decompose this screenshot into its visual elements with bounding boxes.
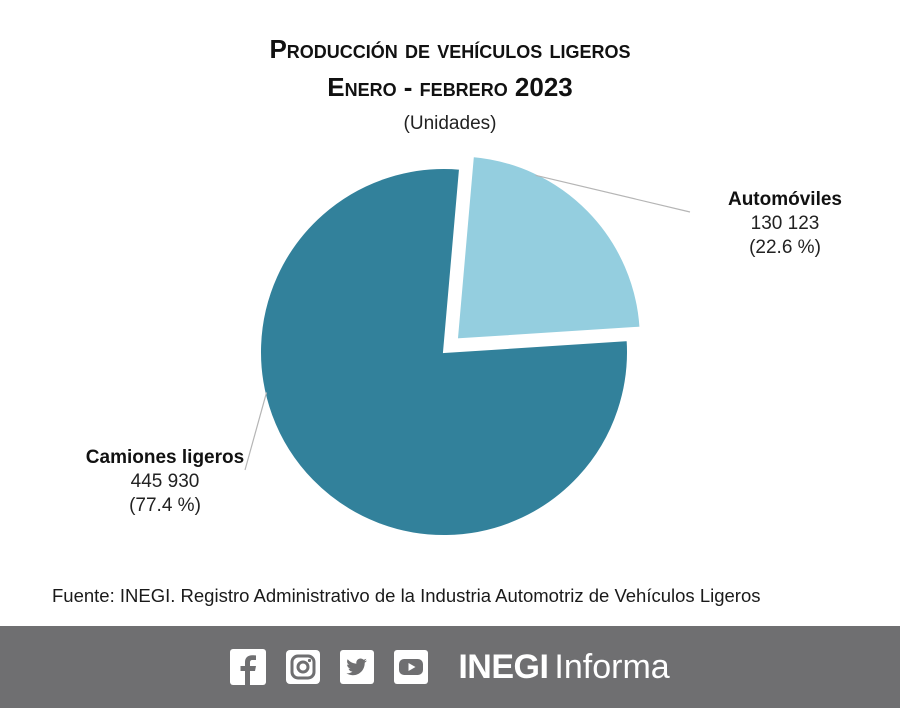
leader-line-automoviles — [535, 174, 691, 213]
twitter-icon[interactable] — [340, 650, 375, 684]
brand-bold: INEGI — [458, 647, 549, 686]
brand-regular: Informa — [554, 647, 670, 686]
slice-name-camiones: Camiones ligeros — [85, 447, 245, 468]
instagram-icon[interactable] — [286, 650, 321, 684]
youtube-icon[interactable] — [394, 650, 429, 684]
slice-percent-camiones: (77.4 %) — [129, 495, 201, 516]
chart-subtitle: (Unidades) — [403, 113, 497, 134]
chart-titles: Producción de vehículos ligeros Enero - … — [0, 30, 900, 138]
social-icons — [230, 649, 429, 685]
pie-slice-automoviles — [455, 155, 642, 341]
slice-value-camiones: 445 930 — [130, 471, 200, 492]
facebook-icon[interactable] — [230, 649, 267, 685]
slice-percent-automoviles: (22.6 %) — [749, 237, 821, 258]
slice-label-automoviles: Automóviles 130 123 (22.6 %) — [700, 188, 870, 260]
slice-value-automoviles: 130 123 — [750, 213, 820, 234]
chart-title-period: Enero - febrero 2023 — [327, 72, 573, 102]
slice-name-automoviles: Automóviles — [727, 189, 843, 210]
pie-slice-camiones — [259, 167, 629, 537]
slice-label-camiones: Camiones ligeros 445 930 (77.4 %) — [60, 446, 270, 518]
leader-line-camiones — [244, 392, 268, 471]
chart-title: Producción de vehículos ligeros — [269, 34, 631, 64]
footer-bar: INEGI Informa — [0, 626, 900, 708]
inegi-logo[interactable]: INEGI Informa — [458, 648, 669, 687]
pie-chart — [244, 155, 691, 537]
source-note: Fuente: INEGI. Registro Administrativo d… — [52, 585, 761, 606]
